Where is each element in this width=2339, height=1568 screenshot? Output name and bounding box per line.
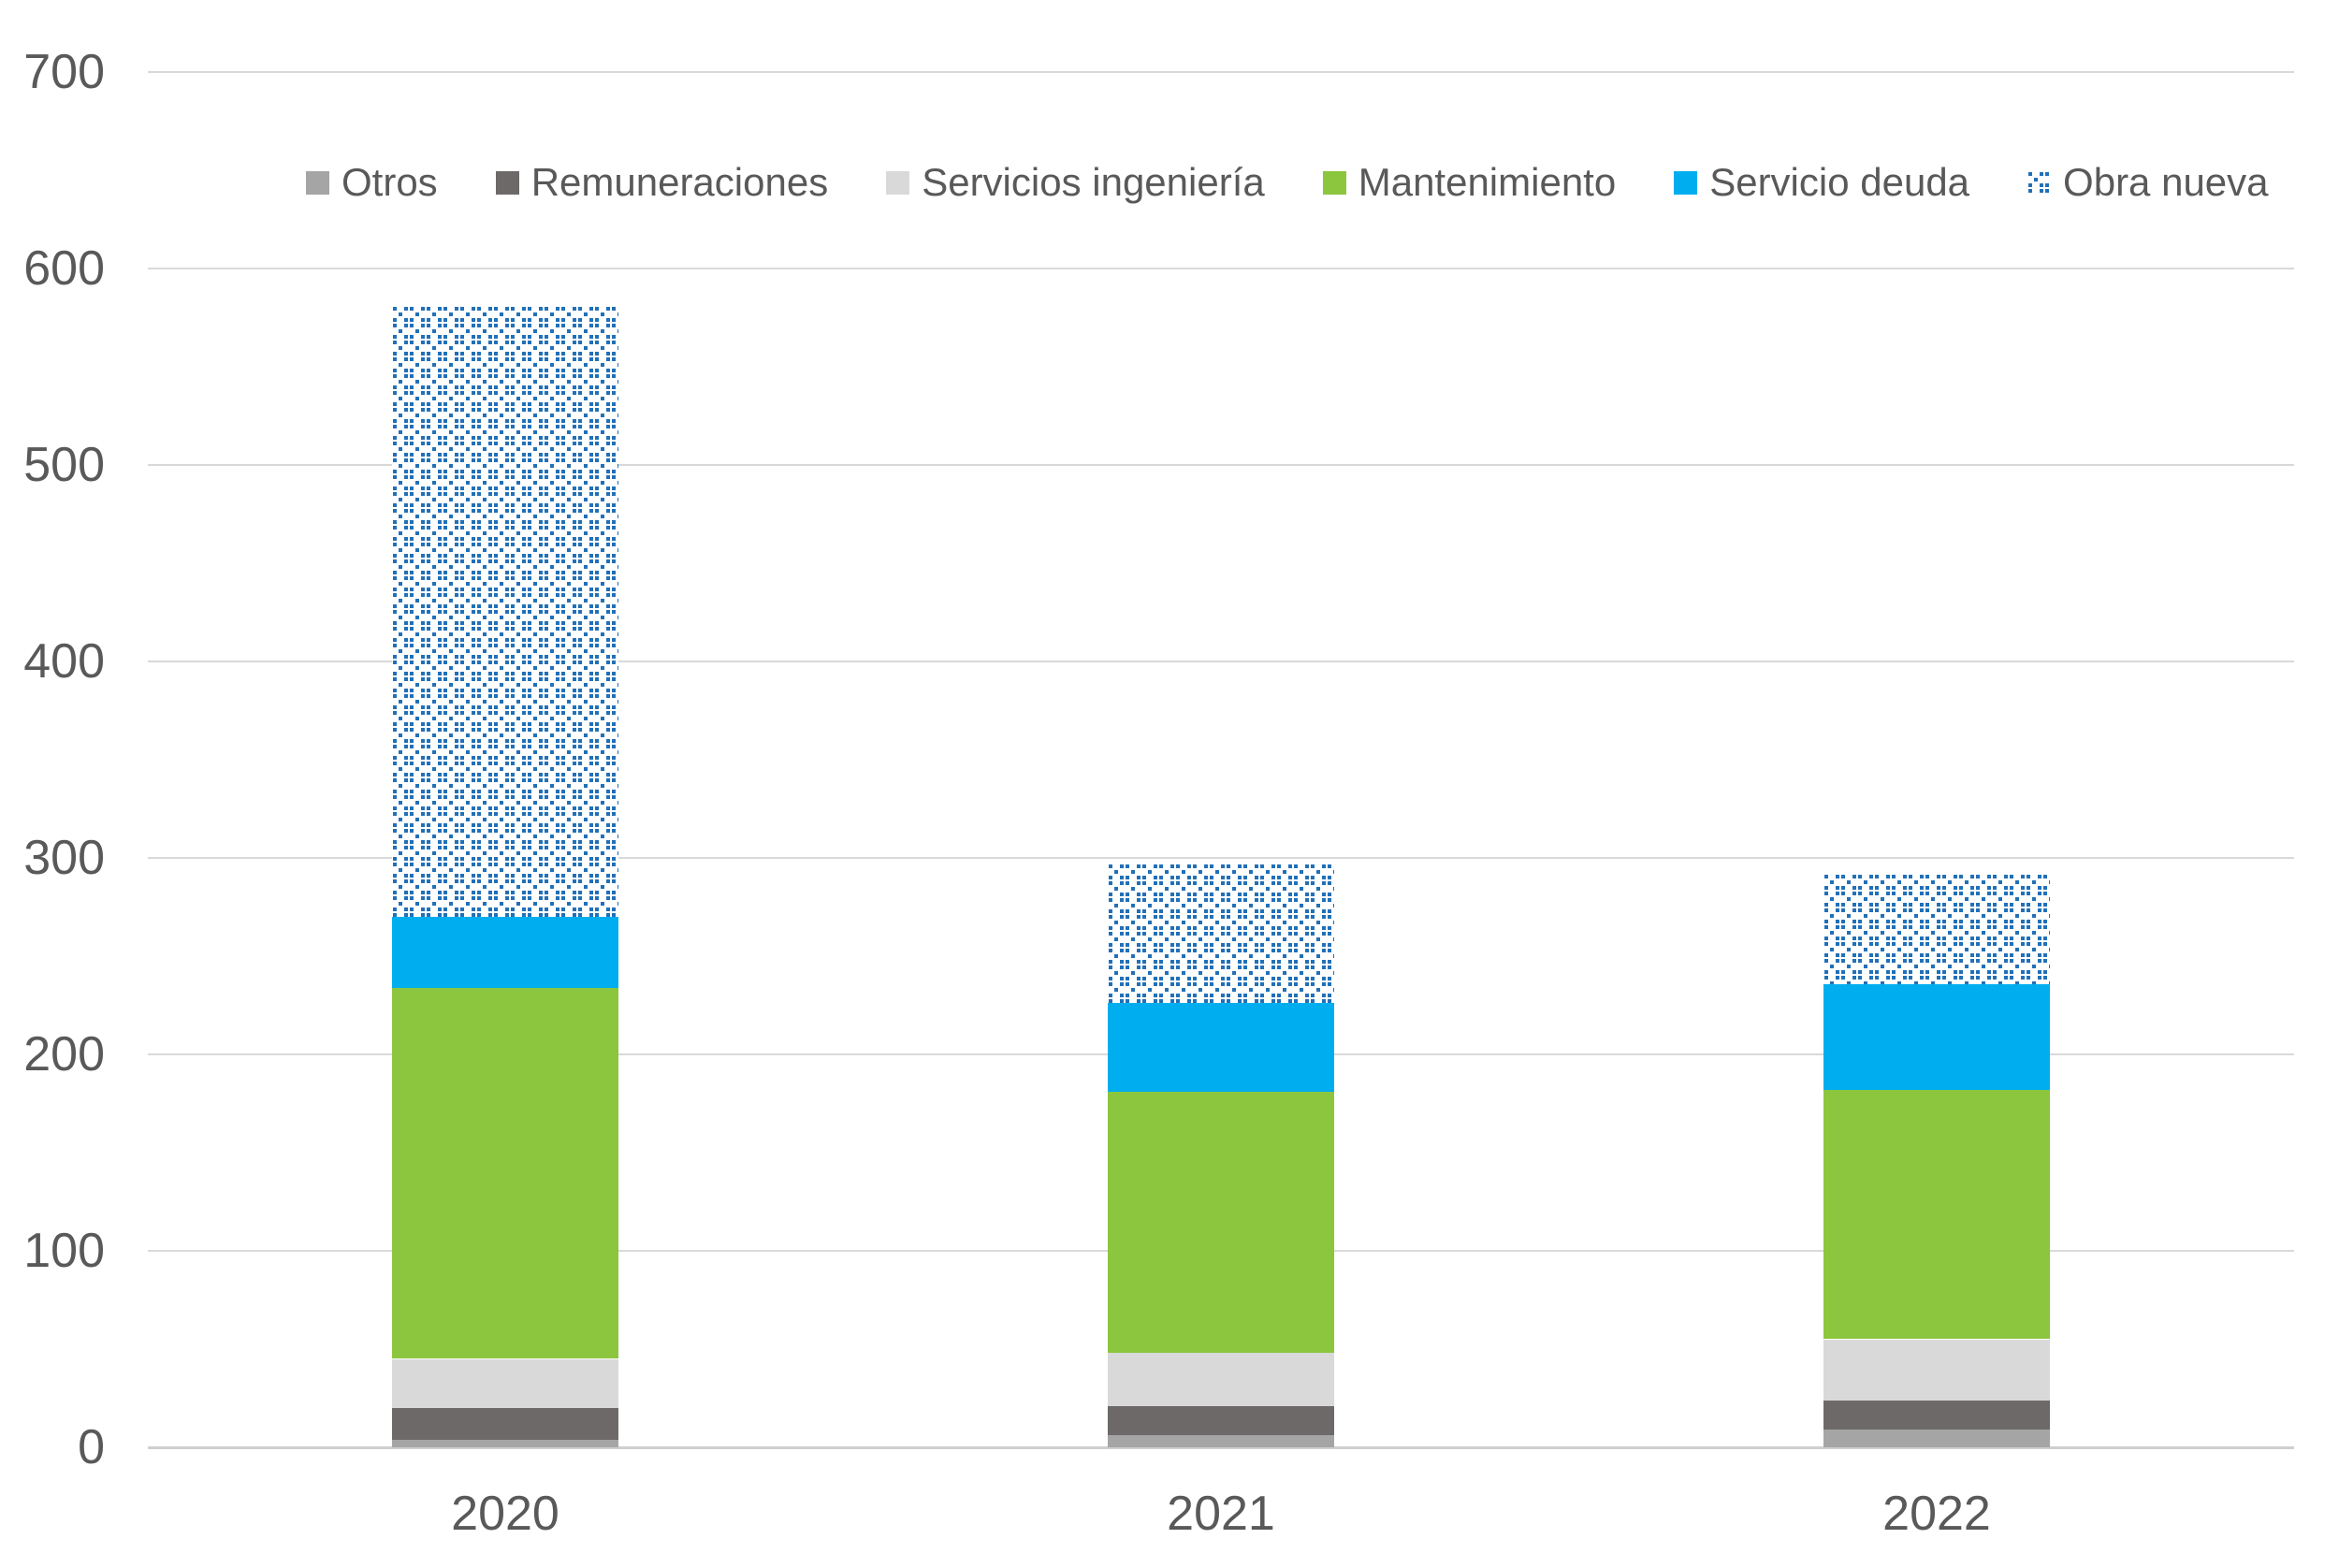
gridline-y400 — [148, 661, 2294, 662]
legend-label-servicios-ingenieria: Servicios ingeniería — [922, 160, 1265, 204]
legend-item-mantenimiento: Mantenimiento — [1322, 159, 1617, 206]
legend-swatch-remuneraciones — [495, 170, 519, 195]
legend-item-otros: Otros — [306, 159, 438, 206]
bar-2022-segment-obra-nueva — [1823, 873, 2050, 984]
x-tick-label-2021: 2021 — [1167, 1487, 1275, 1541]
y-tick-label-400: 400 — [23, 634, 105, 689]
chart-legend: Otros Remuneraciones Servicios ingeniería M… — [306, 159, 2269, 206]
y-tick-label-600: 600 — [23, 241, 105, 296]
bar-2020-segment-servicios-ingenieria — [392, 1358, 618, 1408]
bar-2021-segment-servicio-deuda — [1108, 1003, 1334, 1092]
legend-label-obra-nueva: Obra nueva — [2063, 160, 2269, 204]
legend-swatch-servicios-ingenieria — [886, 170, 910, 195]
bar-2020-segment-servicio-deuda — [392, 917, 618, 988]
legend-swatch-mantenimiento — [1322, 170, 1346, 195]
bar-2022-segment-mantenimiento — [1823, 1089, 2050, 1340]
bar-2021-segment-mantenimiento — [1108, 1091, 1334, 1354]
bar-2022-segment-otros — [1823, 1430, 2050, 1447]
bar-2020-segment-otros — [392, 1439, 618, 1447]
bar-2020-segment-remuneraciones — [392, 1408, 618, 1440]
legend-item-remuneraciones: Remuneraciones — [495, 159, 829, 206]
bar-2021-segment-servicios-ingenieria — [1108, 1353, 1334, 1406]
legend-swatch-obra-nueva — [2027, 170, 2052, 195]
legend-swatch-servicio-deuda — [1674, 170, 1698, 195]
y-tick-label-200: 200 — [23, 1027, 105, 1082]
bar-2021-segment-obra-nueva — [1108, 864, 1334, 1004]
bar-2022-segment-servicio-deuda — [1823, 983, 2050, 1090]
x-tick-label-2022: 2022 — [1882, 1487, 1991, 1541]
legend-item-servicios-ingenieria: Servicios ingeniería — [886, 159, 1265, 206]
y-tick-label-700: 700 — [23, 45, 105, 99]
gridline-y700 — [148, 71, 2294, 73]
legend-label-servicio-deuda: Servicio deuda — [1709, 160, 1970, 204]
y-tick-label-500: 500 — [23, 438, 105, 492]
gridline-y600 — [148, 268, 2294, 269]
x-tick-label-2020: 2020 — [451, 1487, 559, 1541]
legend-label-otros: Otros — [341, 160, 438, 204]
y-tick-label-100: 100 — [23, 1224, 105, 1278]
bar-2020-segment-mantenimiento — [392, 987, 618, 1359]
bar-2021-segment-otros — [1108, 1435, 1334, 1447]
legend-item-obra-nueva: Obra nueva — [2027, 159, 2269, 206]
gridline-y500 — [148, 464, 2294, 466]
legend-item-servicio-deuda: Servicio deuda — [1674, 159, 1969, 206]
bar-2020-segment-obra-nueva — [392, 305, 618, 917]
gridline-y300 — [148, 857, 2294, 859]
bar-2021-segment-remuneraciones — [1108, 1405, 1334, 1436]
bar-2022-segment-servicios-ingenieria — [1823, 1339, 2050, 1401]
x-axis-line — [148, 1446, 2294, 1449]
legend-label-mantenimiento: Mantenimiento — [1358, 160, 1617, 204]
y-tick-label-0: 0 — [78, 1420, 105, 1474]
legend-label-remuneraciones: Remuneraciones — [530, 160, 829, 204]
legend-swatch-otros — [306, 170, 329, 195]
y-tick-label-300: 300 — [23, 831, 105, 885]
bar-2022-segment-remuneraciones — [1823, 1400, 2050, 1430]
